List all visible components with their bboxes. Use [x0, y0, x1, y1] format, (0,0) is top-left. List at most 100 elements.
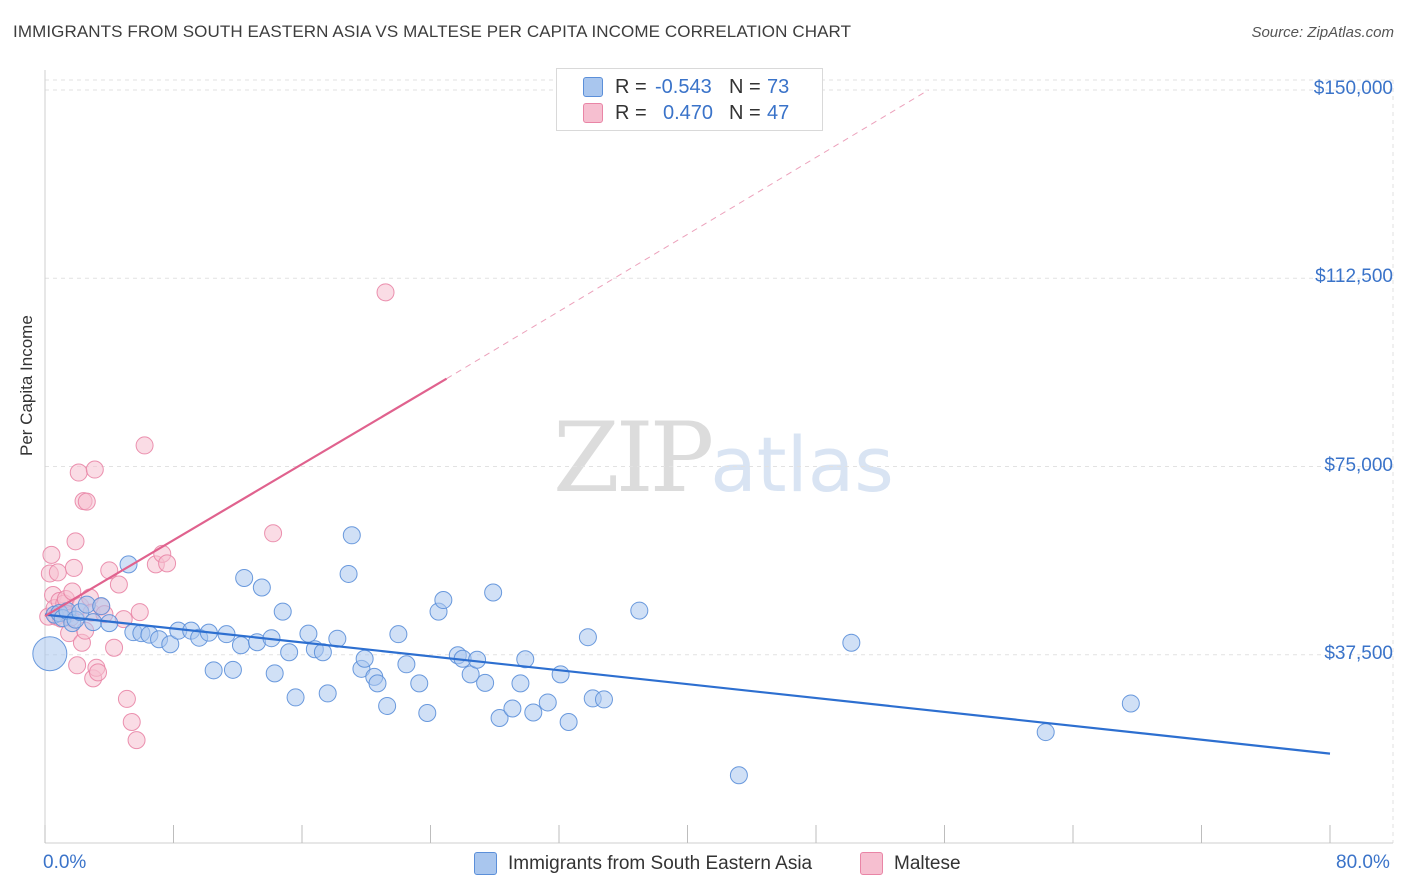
y-tick-label: $150,000 [1313, 78, 1393, 100]
x-tick-label-min: 0.0% [43, 852, 87, 873]
x-tick-label-max: 80.0% [1336, 852, 1390, 873]
legend-r-value: 0.470 [663, 101, 714, 124]
legend-n-label: N = [729, 101, 761, 124]
y-tick-label: $37,500 [1324, 642, 1393, 664]
axes [44, 70, 1393, 844]
maltese-point [127, 731, 146, 750]
sea-point [476, 673, 495, 692]
gridlines [45, 79, 1394, 843]
legend-r-label: R = [615, 75, 647, 98]
maltese-point [48, 563, 67, 582]
legend-swatch-pink [583, 103, 603, 123]
sea-point [265, 664, 284, 683]
sea-point [511, 674, 530, 693]
sea-point [299, 624, 318, 643]
sea-point [578, 628, 597, 647]
legend-row-sea: R = -0.543 N = 73 [583, 75, 789, 99]
legend-n-value: 73 [767, 75, 790, 98]
legend-n-label: N = [729, 75, 761, 98]
sea-point [161, 635, 180, 654]
source-label: Source: ZipAtlas.com [1251, 24, 1394, 41]
sea-point [389, 625, 408, 644]
chart-title: IMMIGRANTS FROM SOUTH EASTERN ASIA VS MA… [13, 22, 852, 41]
bottom-legend-label: Maltese [894, 852, 961, 874]
sea-point [551, 665, 570, 684]
sea-point [204, 661, 223, 680]
maltese-point [135, 436, 154, 455]
sea-point [594, 690, 613, 709]
sea-point [418, 703, 437, 722]
sea-point [231, 636, 250, 655]
maltese-trend-line [44, 377, 448, 618]
sea-point [524, 703, 543, 722]
bottom-legend-swatch-blue [474, 852, 497, 875]
sea-point [84, 613, 103, 632]
sea-point [286, 688, 305, 707]
sea-point [516, 650, 535, 669]
bottom-legend-sea: Immigrants from South Eastern Asia [474, 852, 812, 875]
maltese-point [158, 554, 177, 573]
bottom-legend-swatch-pink [860, 852, 883, 875]
legend-r-label: R = [615, 101, 647, 124]
sea-point [342, 526, 361, 545]
maltese-point [64, 558, 83, 577]
sea-point [410, 674, 429, 693]
maltese-point [89, 663, 108, 682]
sea-point [1121, 694, 1140, 713]
trend-lines [44, 89, 1331, 755]
bottom-legend-label: Immigrants from South Eastern Asia [508, 852, 813, 874]
maltese-point [69, 463, 88, 482]
legend-r-value: -0.543 [655, 75, 712, 98]
bottom-legend-maltese: Maltese [860, 852, 961, 875]
maltese-trend-extension [446, 89, 929, 380]
legend-n-value: 47 [767, 101, 790, 124]
sea-point [280, 643, 299, 662]
sea-point [503, 699, 522, 718]
sea-point [355, 649, 374, 668]
maltese-point [42, 545, 61, 564]
y-tick-label: $75,000 [1324, 454, 1393, 476]
sea-point [559, 713, 578, 732]
sea-point [273, 602, 292, 621]
sea-point [32, 636, 68, 672]
maltese-point [85, 460, 104, 479]
sea-point [223, 660, 242, 679]
sea-point [368, 674, 387, 693]
watermark-zip: ZIP [553, 402, 714, 514]
maltese-points [39, 283, 395, 750]
sea-point [235, 568, 254, 587]
legend-swatch-blue [583, 77, 603, 97]
sea-point [434, 591, 453, 610]
sea-points [32, 526, 1140, 785]
legend-row-maltese: R = 0.470 N = 47 [583, 101, 789, 125]
sea-point [252, 578, 271, 597]
correlation-legend: R = -0.543 N = 73 R = 0.470 N = 47 [556, 68, 823, 131]
maltese-point [68, 656, 87, 675]
sea-point [538, 693, 557, 712]
sea-point [378, 696, 397, 715]
watermark: ZIPatlas [553, 402, 894, 514]
sea-point [842, 633, 861, 652]
y-axis-title: Per Capita Income [17, 315, 36, 456]
maltese-point [109, 575, 128, 594]
maltese-point [122, 713, 141, 732]
sea-point [318, 684, 337, 703]
sea-trend-line [44, 613, 1331, 755]
maltese-point [66, 532, 85, 551]
sea-point [630, 601, 649, 620]
maltese-point [105, 638, 124, 657]
maltese-point [376, 283, 395, 302]
maltese-point [264, 524, 283, 543]
maltese-point [77, 492, 96, 511]
sea-point [1036, 723, 1055, 742]
sea-point [339, 564, 358, 583]
sea-point [729, 766, 748, 785]
y-tick-label: $112,500 [1315, 266, 1393, 288]
sea-point [397, 655, 416, 674]
sea-point [92, 597, 111, 616]
sea-point [490, 709, 509, 728]
sea-point [484, 583, 503, 602]
maltese-point [130, 603, 149, 622]
maltese-point [117, 689, 136, 708]
